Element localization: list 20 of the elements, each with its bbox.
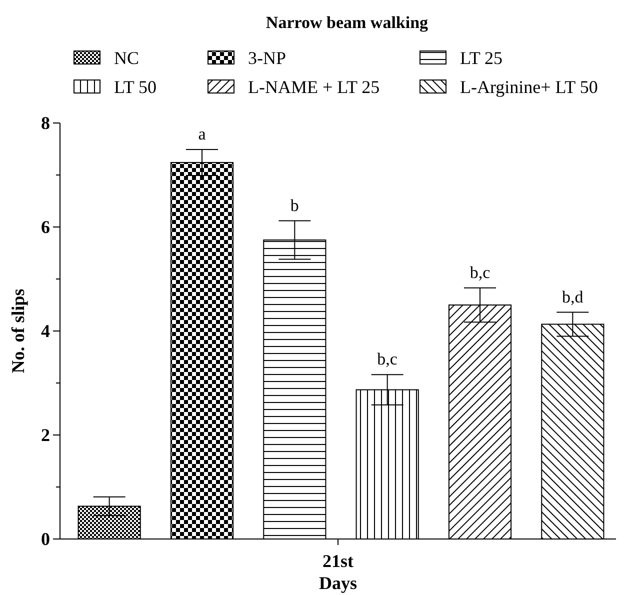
y-tick-label: 0 — [41, 529, 50, 549]
y-tick-label: 8 — [41, 113, 50, 133]
y-tick-label: 4 — [41, 321, 50, 341]
data-label: b — [290, 196, 299, 215]
legend-label: L-Arginine+ LT 50 — [460, 77, 598, 97]
chart-title: Narrow beam walking — [266, 13, 429, 32]
legend-label: L-NAME + LT 25 — [248, 77, 380, 97]
y-tick-label: 6 — [41, 217, 50, 237]
data-label: b,d — [562, 287, 584, 306]
legend-label: LT 50 — [114, 77, 157, 97]
x-tick-label: 21st — [322, 551, 354, 571]
y-axis-title: No. of slips — [8, 288, 28, 374]
data-label: a — [198, 124, 206, 144]
legend-label: 3-NP — [248, 48, 286, 68]
y-tick-label: 2 — [41, 425, 50, 445]
legend-label: NC — [114, 48, 140, 68]
x-axis-title: Days — [318, 573, 358, 593]
legend-label: LT 25 — [460, 48, 503, 68]
data-label: b,c — [377, 350, 398, 369]
data-label: b,c — [470, 262, 491, 282]
